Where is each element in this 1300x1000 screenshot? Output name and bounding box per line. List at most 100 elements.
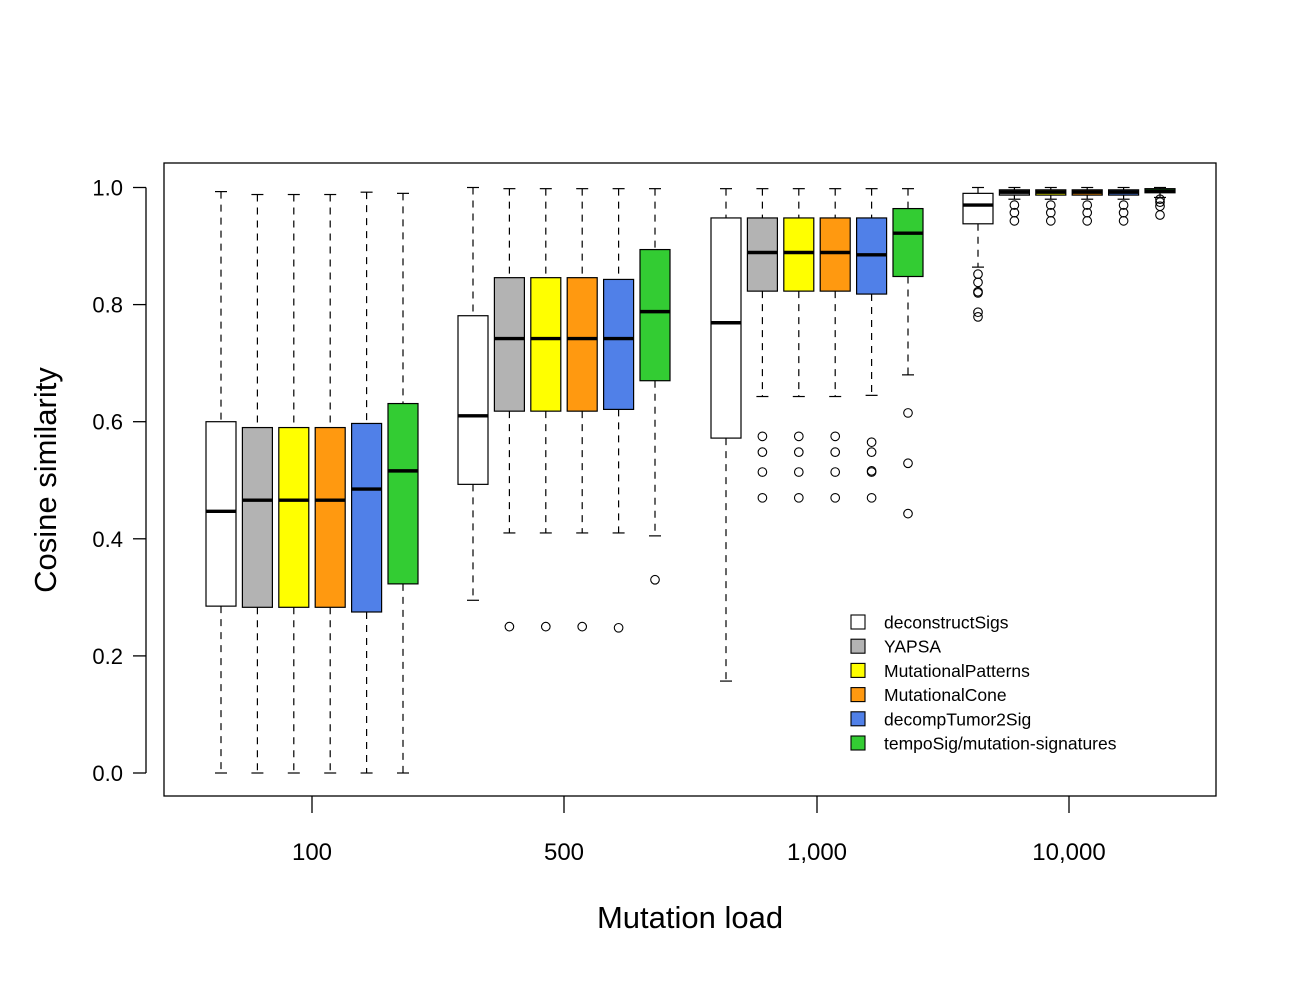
box-deconstructSigs-1,000 <box>710 188 742 682</box>
box-iqr <box>566 277 598 412</box>
legend-label: MutationalCone <box>884 685 1007 705</box>
outlier-point <box>866 437 877 448</box>
legend-item: deconstructSigs <box>850 613 1009 633</box>
box-MutationalCone-1,000 <box>819 188 851 503</box>
box-iqr <box>819 217 851 292</box>
box-tempoSig/mutation-signatures-10,000 <box>1144 186 1176 220</box>
y-tick-label: 0.0 <box>92 761 123 786</box>
outlier-point <box>1045 200 1056 210</box>
outlier-point <box>866 447 877 457</box>
box-iqr <box>351 422 383 613</box>
box-iqr <box>783 217 815 292</box>
legend-swatch <box>850 687 866 703</box>
outlier-point <box>577 621 588 632</box>
box-decompTumor2Sig-100 <box>351 191 383 774</box>
outlier-point <box>973 288 983 298</box>
x-axis: 100 500 1,000 10,000 <box>292 796 1106 866</box>
plot-frame <box>163 162 1217 797</box>
outlier-point <box>973 277 983 288</box>
box-iqr <box>530 277 562 412</box>
legend-label: MutationalPatterns <box>884 661 1030 681</box>
outlier-point <box>540 621 551 632</box>
outlier-point <box>830 492 841 503</box>
box-iqr <box>314 426 346 608</box>
outlier-point <box>903 408 913 418</box>
legend-swatch <box>850 638 866 654</box>
box-iqr <box>892 207 924 278</box>
legend-label: YAPSA <box>884 637 941 657</box>
legend-swatch <box>850 614 866 630</box>
outlier-point <box>757 431 768 442</box>
y-tick-label: 0.2 <box>92 644 123 669</box>
legend-item: MutationalPatterns <box>850 661 1030 681</box>
box-iqr <box>241 426 273 608</box>
outlier-point <box>793 431 804 442</box>
box-deconstructSigs-10,000 <box>962 186 994 322</box>
outlier-point <box>793 492 804 503</box>
outlier-point <box>793 447 804 457</box>
y-tick-label: 0.8 <box>92 293 123 318</box>
box-YAPSA-500 <box>493 188 525 632</box>
legend-item: tempoSig/mutation-signatures <box>850 734 1117 754</box>
x-axis-title: Mutation load <box>597 900 783 935</box>
outlier-point <box>866 467 877 477</box>
x-tick-label: 100 <box>292 839 332 866</box>
box-iqr <box>278 426 310 608</box>
box-MutationalCone-500 <box>566 188 598 632</box>
outlier-point <box>973 312 983 322</box>
x-tick-label: 10,000 <box>1032 839 1105 866</box>
box-iqr <box>205 421 237 607</box>
box-tempoSig/mutation-signatures-100 <box>387 192 419 774</box>
box-iqr <box>710 217 742 439</box>
x-tick-label: 1,000 <box>787 839 847 866</box>
box-iqr <box>962 192 994 225</box>
outlier-point <box>757 492 768 503</box>
legend-label: decompTumor2Sig <box>884 709 1031 729</box>
outlier-point <box>504 621 515 632</box>
y-tick-label: 0.6 <box>92 410 123 435</box>
box-iqr <box>602 278 635 411</box>
box-iqr <box>457 315 489 485</box>
outlier-point <box>1155 210 1165 220</box>
outlier-point <box>866 492 877 503</box>
outlier-point <box>757 447 768 457</box>
outlier-point <box>830 431 841 442</box>
outlier-point <box>830 447 841 457</box>
box-decompTumor2Sig-1,000 <box>855 188 888 503</box>
outlier-point <box>1118 216 1129 226</box>
outlier-point <box>650 574 660 585</box>
box-MutationalPatterns-1,000 <box>783 188 815 503</box>
legend-swatch <box>850 711 866 727</box>
legend: deconstructSigs YAPSA MutationalPatterns Mu… <box>850 613 1117 754</box>
outlier-point <box>1155 197 1165 207</box>
outlier-point <box>903 508 913 519</box>
legend-label: deconstructSigs <box>884 613 1009 633</box>
plot-marks <box>205 186 1176 774</box>
legend-item: decompTumor2Sig <box>850 709 1031 729</box>
box-deconstructSigs-500 <box>457 186 489 601</box>
box-deconstructSigs-100 <box>205 190 237 774</box>
legend-swatch <box>850 735 866 751</box>
outlier-point <box>1082 200 1093 210</box>
box-MutationalPatterns-100 <box>278 193 310 774</box>
outlier-point <box>830 467 841 477</box>
box-tempoSig/mutation-signatures-500 <box>639 188 671 585</box>
y-tick-label: 0.4 <box>92 527 123 552</box>
box-iqr <box>493 277 525 412</box>
box-MutationalCone-100 <box>314 193 346 774</box>
outlier-point <box>613 622 624 633</box>
box-MutationalPatterns-500 <box>530 188 562 632</box>
box-iqr <box>387 402 419 585</box>
outlier-point <box>793 467 804 477</box>
box-YAPSA-1,000 <box>746 188 779 503</box>
outlier-point <box>1082 216 1093 226</box>
box-decompTumor2Sig-500 <box>602 188 635 633</box>
box-MutationalPatterns-10,000 <box>1035 186 1067 226</box>
box-MutationalCone-10,000 <box>1071 186 1103 226</box>
outlier-point <box>903 458 913 469</box>
legend-item: MutationalCone <box>850 685 1007 705</box>
legend-label: tempoSig/mutation-signatures <box>884 734 1117 754</box>
box-iqr <box>746 217 779 292</box>
legend-swatch <box>850 662 866 678</box>
